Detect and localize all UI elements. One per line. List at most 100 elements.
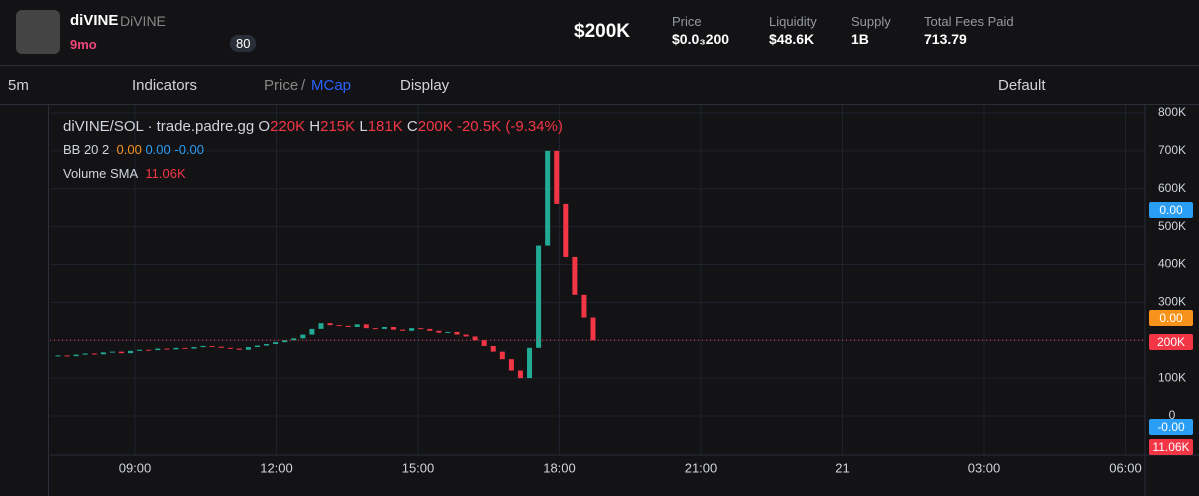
y-tick-label: 300K <box>1158 295 1186 309</box>
stat-label: Price <box>672 14 702 29</box>
y-tick-label: 600K <box>1158 181 1186 195</box>
y-tick-label: 400K <box>1158 257 1186 271</box>
candle <box>218 346 224 348</box>
price-toggle[interactable]: Price <box>264 77 299 94</box>
candle <box>309 328 315 335</box>
stat-label: Liquidity <box>769 14 817 29</box>
h-key: H <box>309 118 321 135</box>
candle <box>182 347 188 349</box>
candle <box>545 150 551 246</box>
candle <box>554 150 560 204</box>
candle <box>155 348 161 351</box>
candle <box>454 331 460 335</box>
bb-label: BB 20 2 <box>63 142 110 157</box>
y-tick-label: 800K <box>1158 105 1186 119</box>
c-key: C <box>406 118 418 135</box>
candle <box>400 329 406 331</box>
x-tick-label: 03:00 <box>968 460 1001 475</box>
stat-label: Supply <box>851 14 891 29</box>
o: 220K <box>270 118 306 135</box>
o-key: O <box>258 118 271 135</box>
stat-label: Total Fees Paid <box>924 14 1014 29</box>
candle <box>200 345 206 348</box>
candle <box>563 203 569 257</box>
stat-value: $48.6K <box>769 31 815 47</box>
candle <box>209 345 215 347</box>
candle <box>236 348 242 350</box>
x-tick-label: 06:00 <box>1109 460 1142 475</box>
candle <box>273 342 279 345</box>
x-tick-label: 15:00 <box>402 460 435 475</box>
candle <box>336 325 342 327</box>
indicators-button[interactable]: Indicators <box>132 77 198 94</box>
token-age: 9mo <box>70 37 97 52</box>
candle <box>254 345 260 348</box>
candle <box>499 351 505 360</box>
candle <box>173 347 179 350</box>
candle <box>73 354 79 357</box>
candle <box>508 359 514 371</box>
bb-basis: 0.00 <box>116 142 142 157</box>
c: 200K <box>417 118 453 135</box>
candle <box>590 317 596 341</box>
y-tick-label: 500K <box>1158 219 1186 233</box>
candle <box>345 325 351 327</box>
candle <box>128 350 134 354</box>
plot-bg <box>50 105 1145 455</box>
candle <box>581 294 587 318</box>
candle <box>363 324 369 329</box>
candle <box>418 328 424 330</box>
stat-value: $0.0₃200 <box>672 31 730 47</box>
candle <box>354 324 360 327</box>
watchers[interactable]: 80 <box>230 35 257 52</box>
candle <box>300 334 306 339</box>
candle <box>372 328 378 330</box>
toolbar: 5m Indicators Price / MCap Display Defau… <box>0 66 1199 105</box>
candle <box>100 352 106 355</box>
l-key: L <box>359 118 368 135</box>
candle <box>445 331 451 333</box>
candle <box>55 355 61 357</box>
display-button[interactable]: Display <box>400 77 450 94</box>
candle <box>490 345 496 352</box>
layout-select[interactable]: Default <box>998 77 1046 94</box>
y-tick-label: 0 <box>1169 408 1176 422</box>
x-tick-label: 21:00 <box>685 460 718 475</box>
change: -20.5K (-9.34%) <box>456 118 563 135</box>
drawing-tools <box>0 105 49 496</box>
header: diVINE DiVINE 9mo 80 $200K Price $0.0₃200… <box>0 0 1199 66</box>
candle <box>472 336 478 341</box>
y-tick-label: 100K <box>1158 370 1186 384</box>
badge-last: 200K <box>1149 334 1193 350</box>
token-name: diVINE <box>70 12 119 29</box>
interval[interactable]: 5m <box>8 77 29 94</box>
candle <box>264 344 270 346</box>
token-ticker: DiVINE <box>120 13 166 29</box>
candle <box>245 347 251 350</box>
candle <box>463 334 469 337</box>
l: 181K <box>367 118 403 135</box>
separator: / <box>301 77 306 94</box>
legend-main: diVINE/SOL · trade.padre.gg O220K H215K … <box>63 118 563 135</box>
bb-lower: -0.00 <box>174 142 205 157</box>
market-cap: $200K <box>574 21 630 42</box>
x-tick-label: 09:00 <box>119 460 152 475</box>
candle <box>381 326 387 329</box>
x-tick-label: 12:00 <box>260 460 293 475</box>
legend-volume: Volume SMA 11.06K <box>63 166 186 181</box>
candle <box>517 370 523 379</box>
candle <box>318 323 324 329</box>
mcap-toggle[interactable]: MCap <box>311 77 352 94</box>
candle <box>227 347 233 349</box>
candle <box>164 348 170 350</box>
candle <box>327 323 333 326</box>
candle <box>137 349 143 351</box>
candle <box>391 326 397 330</box>
x-tick-label: 18:00 <box>543 460 576 475</box>
candle <box>436 330 442 333</box>
candle <box>572 256 578 295</box>
x-tick-label: 21 <box>835 460 849 475</box>
badge-basis: 0.00 <box>1149 310 1193 326</box>
